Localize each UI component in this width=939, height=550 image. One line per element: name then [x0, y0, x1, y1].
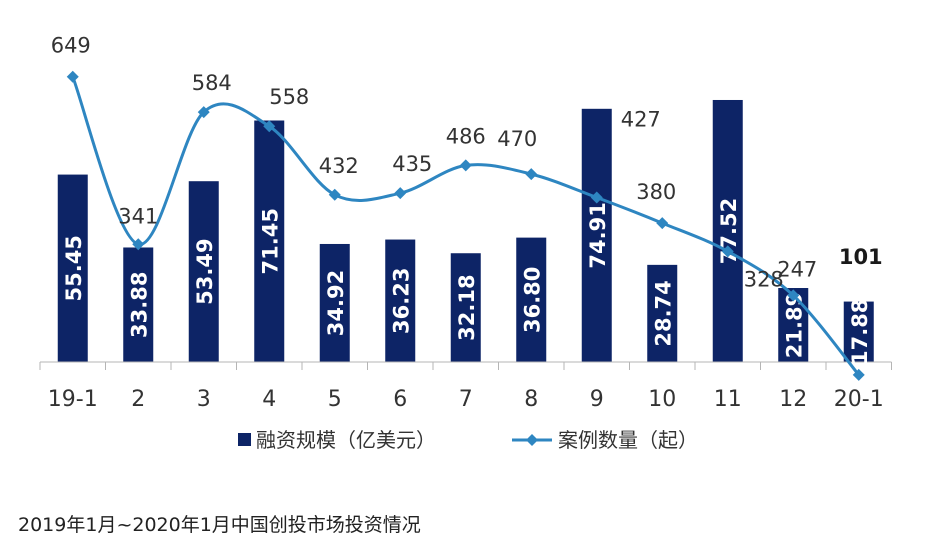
bar-11: [712, 99, 743, 363]
line-value-label: 101: [839, 245, 883, 269]
bar-value-label: 33.88: [127, 272, 151, 338]
bar-6: [385, 239, 416, 362]
bar-value-label: 53.49: [193, 238, 217, 304]
line-value-label: 649: [51, 34, 91, 58]
legend-label-line: 案例数量（起）: [558, 428, 698, 452]
bar-10: [647, 264, 678, 362]
bar-value-label: 55.45: [62, 235, 86, 301]
line-marker-3: [197, 106, 210, 119]
line-marker-6: [394, 187, 407, 200]
x-tick-label: 20-1: [834, 387, 884, 412]
bar-value-label: 17.88: [848, 299, 872, 365]
x-tick-label: 4: [262, 387, 276, 412]
x-tick-label: 12: [779, 387, 807, 412]
combo-chart: 55.45 33.88 53.49 71.45 34.92 36.23 32.18 36.80…: [39, 34, 892, 452]
line-value-label: 427: [621, 108, 661, 132]
line-marker-5: [328, 188, 341, 201]
figure-caption: 2019年1月~2020年1月中国创投市场投资情况: [18, 514, 421, 536]
line-marker-10: [656, 217, 669, 230]
bar-4: [254, 120, 285, 363]
bar-2: [123, 247, 154, 362]
chart-area: 55.45 33.88 53.49 71.45 34.92 36.23 32.18 36.80…: [39, 34, 892, 452]
bar-value-label: 36.23: [389, 268, 413, 334]
line-marker-12: [787, 289, 800, 302]
line-value-label: 341: [118, 204, 158, 228]
legend-label-bar: 融资规模（亿美元）: [256, 428, 436, 452]
x-tick-label: 10: [648, 387, 676, 412]
line-marker-8: [525, 168, 538, 181]
bar-value-label: 32.18: [455, 274, 479, 340]
bar-7: [450, 253, 481, 362]
line-value-label: 432: [319, 154, 359, 178]
line-marker-4: [263, 120, 276, 133]
line-marker-19-1: [66, 70, 79, 83]
line-value-label: 380: [636, 180, 676, 204]
bar-20-1: [843, 301, 874, 362]
line-value-label: 247: [777, 257, 817, 281]
line-value-label: 435: [392, 152, 432, 176]
bar-8: [516, 237, 547, 362]
line-marker-11: [721, 245, 734, 258]
bar-value-label: 71.45: [258, 208, 282, 274]
x-tick-label: 8: [524, 387, 538, 412]
line-marker-9: [590, 191, 603, 204]
bar-value-label: 74.91: [586, 202, 610, 268]
x-tick-label: 5: [328, 387, 342, 412]
line-value-label: 558: [269, 85, 309, 109]
bar-9: [581, 108, 612, 362]
bar-19-1: [57, 174, 88, 362]
line-value-label: 470: [497, 127, 537, 151]
line-value-label: 328: [744, 267, 784, 291]
x-tick-label: 19-1: [48, 387, 98, 412]
x-tick-label: 3: [197, 387, 211, 412]
line-marker-2: [132, 238, 145, 251]
bar-value-label: 28.74: [651, 280, 675, 346]
x-tick-label: 6: [393, 387, 407, 412]
line-value-label: 486: [446, 124, 486, 148]
line-value-label: 584: [192, 71, 232, 95]
bar-value-label: 21.89: [782, 292, 806, 358]
x-tick-label: 11: [714, 387, 742, 412]
line-marker-7: [459, 159, 472, 172]
x-tick-label: 9: [590, 387, 604, 412]
bar-3: [188, 181, 219, 362]
bar-value-label: 36.80: [520, 267, 544, 333]
x-tick-label: 2: [131, 387, 145, 412]
legend-marker-line: [526, 434, 538, 446]
line-marker-20-1: [852, 368, 865, 381]
bar-5: [319, 243, 350, 362]
legend-swatch-bar: [238, 433, 251, 446]
x-tick-label: 7: [459, 387, 473, 412]
bar-value-label: 34.92: [324, 270, 348, 336]
